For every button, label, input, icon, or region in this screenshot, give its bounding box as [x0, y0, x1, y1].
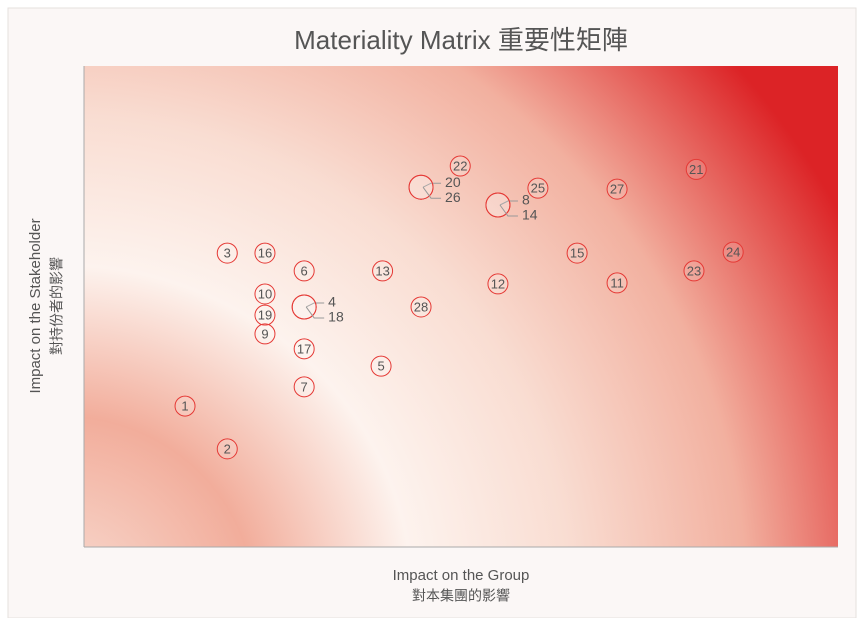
point-label: 25: [531, 181, 545, 196]
y-axis-label: Impact on the Stakeholder: [27, 218, 44, 393]
point: [722, 241, 744, 263]
point-label: 23: [687, 263, 701, 278]
point: [685, 158, 707, 180]
leader-line: [305, 302, 325, 308]
point: [606, 272, 628, 294]
point-label: 14: [522, 207, 538, 223]
point: [606, 178, 628, 200]
leader-line: [499, 200, 518, 206]
point-label: 10: [258, 286, 272, 301]
point-label: 1: [181, 399, 188, 414]
point: [566, 242, 588, 264]
point: [174, 395, 196, 417]
point: [293, 260, 315, 282]
point-label: 9: [261, 326, 268, 341]
point-label: 12: [491, 276, 505, 291]
point: [527, 177, 549, 199]
chart-title: Materiality Matrix 重要性矩陣: [294, 25, 628, 55]
x-axis-label-zh: 對本集團的影響: [412, 588, 510, 604]
point: [293, 338, 315, 360]
point-label: 7: [301, 379, 308, 394]
plot-background: [84, 66, 838, 547]
point-label: 22: [453, 158, 467, 173]
point: [293, 376, 315, 398]
point-label: 8: [522, 192, 530, 208]
point: [254, 283, 276, 305]
point-label: 17: [297, 341, 311, 356]
leader-line: [499, 204, 518, 217]
point-label: 6: [301, 263, 308, 278]
leader-line: [422, 182, 442, 188]
point-label: 19: [258, 308, 272, 323]
point: [216, 438, 238, 460]
point: [449, 155, 471, 177]
x-axis-label: Impact on the Group: [393, 567, 530, 584]
point-label: 11: [610, 275, 624, 290]
point: [254, 304, 276, 326]
point: [683, 260, 705, 282]
leader-line: [422, 186, 442, 199]
point-label: 18: [328, 309, 344, 325]
point: [254, 323, 276, 345]
point-label: 16: [258, 246, 272, 261]
leader-line: [305, 306, 325, 319]
point-label: 26: [445, 189, 461, 205]
point-label: 20: [445, 174, 461, 190]
point-label: 3: [224, 246, 231, 261]
point: [254, 242, 276, 264]
point-label: 24: [726, 245, 740, 260]
point-label: 4: [328, 294, 336, 310]
point-label: 2: [224, 441, 231, 456]
y-axis-label-zh: 對持份者的影響: [49, 257, 65, 355]
point: [370, 355, 392, 377]
point: [410, 296, 432, 318]
point-label: 15: [570, 246, 584, 261]
point-label: 27: [610, 182, 624, 197]
point: [487, 273, 509, 295]
point-label: 21: [689, 162, 703, 177]
point: [372, 260, 394, 282]
point-label: 28: [414, 299, 428, 314]
point-label: 13: [375, 263, 389, 278]
point: [216, 242, 238, 264]
point-label: 5: [377, 359, 384, 374]
